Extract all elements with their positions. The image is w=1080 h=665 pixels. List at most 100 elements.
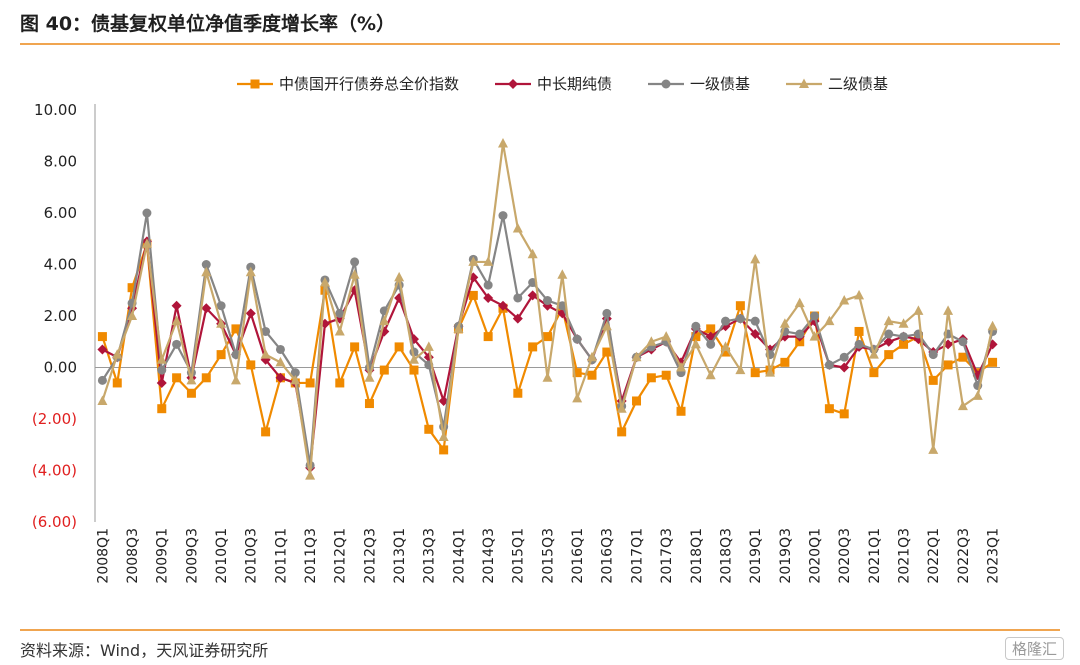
data-point — [290, 374, 301, 385]
data-point — [661, 370, 671, 380]
data-point — [632, 396, 642, 406]
data-point — [706, 339, 716, 349]
x-tick-label: 2008Q1 — [95, 528, 111, 584]
data-point — [839, 362, 850, 373]
data-point — [854, 326, 864, 336]
data-point — [157, 404, 167, 414]
data-point — [705, 369, 716, 380]
data-point — [216, 350, 226, 360]
data-point — [508, 79, 518, 89]
data-point — [795, 337, 805, 347]
header-divider — [20, 43, 1060, 45]
data-point — [156, 377, 167, 388]
legend-item: 一级债基 — [648, 75, 750, 93]
chart-legend: 中债国开行债券总全价指数 中长期纯债 一级债基 二级债基 — [237, 75, 888, 93]
data-point — [142, 208, 152, 218]
data-point — [512, 313, 523, 324]
data-point — [394, 271, 405, 282]
data-point — [512, 222, 523, 233]
x-tick-label: 2012Q1 — [333, 528, 349, 584]
footer-divider — [20, 629, 1060, 631]
y-tick-label: (2.00) — [32, 410, 77, 428]
data-point — [527, 290, 538, 301]
data-point — [364, 399, 374, 409]
data-point — [602, 347, 612, 357]
legend-label: 中债国开行债券总全价指数 — [279, 75, 459, 93]
x-tick-label: 2015Q3 — [540, 528, 556, 584]
x-tick-label: 2023Q1 — [985, 528, 1001, 584]
data-point — [720, 341, 731, 351]
x-tick-label: 2010Q1 — [214, 528, 230, 584]
data-point — [305, 378, 315, 388]
x-tick-label: 2016Q3 — [600, 528, 616, 584]
data-point — [854, 289, 865, 300]
data-point — [527, 248, 538, 259]
data-point — [854, 339, 864, 349]
data-point — [839, 409, 849, 419]
x-tick-label: 2018Q3 — [718, 528, 734, 584]
data-point — [112, 378, 122, 388]
y-tick-label: 2.00 — [44, 307, 77, 325]
data-point — [245, 266, 256, 277]
data-point — [334, 325, 345, 336]
data-point — [958, 352, 968, 362]
data-point — [201, 303, 212, 314]
figure-title: 图 40：债基复权单位净值季度增长率（%） — [20, 13, 396, 35]
source-note: 资料来源：Wind，天风证券研究所 — [20, 641, 269, 660]
data-point — [97, 332, 107, 342]
data-point — [869, 368, 879, 378]
data-point — [972, 390, 983, 400]
data-point — [513, 388, 523, 398]
data-point — [587, 351, 598, 362]
data-point — [97, 375, 107, 385]
x-tick-label: 2013Q3 — [422, 528, 438, 584]
data-point — [364, 372, 375, 382]
data-point — [230, 374, 241, 385]
data-point — [350, 342, 360, 352]
x-tick-label: 2011Q1 — [273, 528, 289, 584]
data-point — [750, 316, 760, 326]
x-tick-label: 2010Q3 — [244, 528, 260, 584]
data-point — [97, 344, 108, 355]
data-point — [616, 403, 627, 413]
y-tick-label: 10.00 — [34, 101, 77, 119]
x-tick-label: 2008Q3 — [125, 528, 141, 584]
data-point — [780, 357, 790, 367]
data-point — [750, 329, 761, 340]
data-point — [245, 308, 256, 319]
data-point — [275, 344, 285, 354]
data-point — [795, 329, 805, 339]
data-point — [394, 342, 404, 352]
data-point — [676, 406, 686, 416]
data-point — [408, 354, 419, 364]
x-tick-label: 2020Q1 — [807, 528, 823, 584]
data-point — [439, 445, 449, 455]
data-point — [928, 375, 938, 385]
data-point — [883, 336, 894, 347]
x-tick-label: 2018Q1 — [689, 528, 705, 584]
data-point — [928, 444, 939, 454]
data-point — [765, 367, 776, 377]
data-point — [557, 269, 568, 279]
data-point — [706, 324, 716, 334]
data-point — [112, 349, 123, 359]
data-point — [735, 314, 745, 324]
data-point — [868, 349, 879, 359]
data-point — [275, 356, 286, 367]
x-tick-label: 2014Q3 — [481, 528, 497, 584]
data-point — [928, 350, 938, 360]
data-point — [335, 378, 345, 388]
data-point — [424, 424, 434, 434]
data-point — [379, 315, 390, 326]
data-point — [899, 339, 909, 349]
data-point — [543, 296, 552, 306]
data-point — [721, 316, 731, 326]
data-point — [824, 360, 834, 370]
data-point — [528, 342, 538, 352]
data-point — [483, 292, 494, 303]
data-point — [246, 360, 256, 370]
x-tick-label: 2009Q3 — [184, 528, 200, 584]
x-axis: 2008Q1 2008Q3 2009Q1 2009Q3 2010Q1 2010Q3 2011… — [95, 367, 1001, 584]
x-tick-label: 2012Q3 — [362, 528, 378, 584]
data-point — [157, 365, 167, 375]
